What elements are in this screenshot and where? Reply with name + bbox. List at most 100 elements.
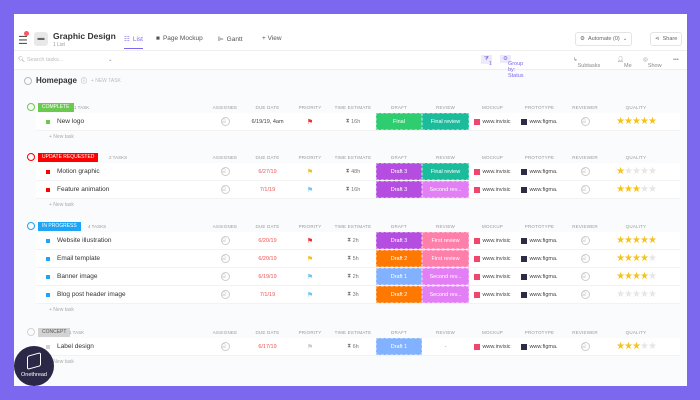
quality-rating[interactable]: ★ ★ ★ ★ ★ — [607, 338, 665, 355]
column-header[interactable]: DRAFT — [391, 329, 407, 335]
column-header[interactable]: REVIEW — [436, 154, 455, 160]
prototype-link[interactable]: www.figma. — [516, 163, 563, 180]
search-input[interactable]: Search tasks... — [27, 57, 64, 63]
draft-cell[interactable]: Draft 1 — [376, 268, 422, 285]
column-header[interactable]: REVIEWER — [572, 223, 598, 229]
star-icon[interactable]: ★ — [639, 166, 649, 177]
add-assignee-icon[interactable]: 👤︎ — [220, 236, 230, 245]
mockup-link[interactable]: www.invisic — [469, 338, 516, 355]
tab-list[interactable]: ☷ List — [124, 35, 143, 49]
column-header[interactable]: DUE DATE — [255, 154, 280, 160]
subtasks-button[interactable]: ↳ Subtasks — [573, 57, 601, 69]
assignee-cell[interactable]: 👤︎ — [205, 286, 245, 303]
star-icon[interactable]: ★ — [616, 166, 625, 177]
column-header[interactable]: TIME ESTIMATE — [334, 329, 372, 335]
filter-button[interactable]: ⧩ 1 — [481, 55, 492, 67]
column-header[interactable]: QUALITY — [625, 154, 647, 160]
star-icon[interactable]: ★ — [616, 341, 625, 352]
add-assignee-icon[interactable]: 👤︎ — [220, 254, 230, 263]
prototype-link[interactable]: www.figma. — [516, 268, 563, 285]
assignee-cell[interactable]: 👤︎ — [205, 232, 245, 249]
prototype-link[interactable]: www.figma. — [516, 232, 563, 249]
column-header[interactable]: TIME ESTIMATE — [334, 223, 372, 229]
star-icon[interactable]: ★ — [647, 341, 657, 352]
star-icon[interactable]: ★ — [632, 271, 641, 282]
tab-add-view[interactable]: + View — [262, 35, 282, 42]
column-header[interactable]: PRIORITY — [298, 154, 322, 160]
quality-rating[interactable]: ★ ★ ★ ★ ★ — [607, 250, 665, 267]
task-name[interactable]: New logo — [57, 118, 85, 125]
flag-icon[interactable]: ⚑ — [306, 168, 314, 176]
collapse-icon[interactable] — [27, 103, 35, 111]
star-icon[interactable]: ★ — [647, 184, 657, 195]
new-task-button[interactable]: + New task — [49, 359, 74, 365]
status-badge[interactable]: CONCEPT — [38, 327, 71, 337]
prototype-link[interactable]: www.figma. — [516, 286, 563, 303]
star-icon[interactable]: ★ — [616, 289, 625, 300]
quality-rating[interactable]: ★ ★ ★ ★ ★ — [607, 286, 665, 303]
column-header[interactable]: ASSIGNEE — [212, 223, 238, 229]
star-icon[interactable]: ★ — [639, 341, 649, 352]
column-header[interactable]: DRAFT — [391, 104, 407, 110]
task-row[interactable]: Label design 👤︎ 6/17/19 ⚑ ⧗ 6h Draft 1 -… — [36, 338, 680, 356]
quality-rating[interactable]: ★ ★ ★ ★ ★ — [607, 163, 665, 180]
star-icon[interactable]: ★ — [639, 253, 649, 264]
task-row[interactable]: Banner image 👤︎ 6/19/19 ⚑ ⧗ 2h Draft 1 S… — [36, 268, 680, 286]
add-reviewer-icon[interactable]: 👤︎ — [580, 236, 590, 245]
star-icon[interactable]: ★ — [616, 271, 625, 282]
task-name[interactable]: Motion graphic — [57, 168, 100, 175]
star-icon[interactable]: ★ — [639, 116, 649, 127]
due-date[interactable]: 7/1/19 — [259, 291, 276, 298]
time-estimate[interactable]: ⧗ 16h — [345, 186, 361, 193]
star-icon[interactable]: ★ — [647, 253, 657, 264]
star-icon[interactable]: ★ — [624, 235, 633, 246]
star-icon[interactable]: ★ — [632, 289, 641, 300]
time-estimate[interactable]: ⧗ 48h — [345, 168, 361, 175]
add-assignee-icon[interactable]: 👤︎ — [220, 272, 230, 281]
draft-cell[interactable]: Draft 3 — [376, 232, 422, 249]
column-header[interactable]: PROTOTYPE — [524, 223, 555, 229]
flag-icon[interactable]: ⚑ — [306, 237, 314, 245]
column-header[interactable]: DUE DATE — [255, 104, 280, 110]
star-icon[interactable]: ★ — [639, 271, 649, 282]
draft-cell[interactable]: Draft 1 — [376, 338, 422, 355]
mockup-link[interactable]: www.invisic — [469, 232, 516, 249]
time-estimate[interactable]: ⧗ 3h — [347, 291, 359, 298]
task-row[interactable]: New logo 👤︎ 6/19/19, 4am ⚑ ⧗ 16h Final F… — [36, 113, 680, 131]
assignee-cell[interactable]: 👤︎ — [205, 181, 245, 198]
review-cell[interactable]: Final review — [422, 113, 469, 130]
due-date[interactable]: 6/17/19 — [258, 343, 277, 350]
time-estimate[interactable]: ⧗ 6h — [347, 343, 359, 350]
star-icon[interactable]: ★ — [624, 289, 633, 300]
due-date[interactable]: 6/27/19 — [258, 168, 277, 175]
task-name[interactable]: Label design — [57, 343, 94, 350]
flag-icon[interactable]: ⚑ — [306, 291, 314, 299]
add-reviewer-icon[interactable]: 👤︎ — [580, 254, 590, 263]
assignee-cell[interactable]: 👤︎ — [205, 338, 245, 355]
new-task-button[interactable]: + New task — [49, 307, 74, 313]
chevron-down-icon[interactable]: ⌄ — [108, 57, 113, 63]
star-icon[interactable]: ★ — [632, 235, 641, 246]
quality-rating[interactable]: ★ ★ ★ ★ ★ — [607, 181, 665, 198]
reviewer-cell[interactable]: 👤︎ — [563, 181, 607, 198]
star-icon[interactable]: ★ — [647, 289, 657, 300]
column-header[interactable]: REVIEWER — [572, 104, 598, 110]
collapse-icon[interactable] — [27, 153, 35, 161]
collapse-icon[interactable] — [24, 76, 32, 85]
star-icon[interactable]: ★ — [639, 184, 649, 195]
tab-page-mockup[interactable]: ■ Page Mockup — [156, 35, 203, 42]
column-header[interactable]: MOCKUP — [482, 329, 503, 335]
share-button[interactable]: ⋖ Share — [650, 32, 683, 46]
assignee-cell[interactable]: 👤︎ — [205, 113, 245, 130]
add-reviewer-icon[interactable]: 👤︎ — [580, 272, 590, 281]
collapse-icon[interactable] — [27, 328, 35, 336]
draft-cell[interactable]: Final — [376, 113, 422, 130]
review-cell[interactable]: Second rev... — [422, 268, 469, 285]
star-icon[interactable]: ★ — [647, 271, 657, 282]
star-icon[interactable]: ★ — [624, 166, 633, 177]
star-icon[interactable]: ★ — [616, 235, 625, 246]
mockup-link[interactable]: www.invisic — [469, 286, 516, 303]
review-cell[interactable]: First review — [422, 250, 469, 267]
task-name[interactable]: Feature animation — [57, 186, 110, 193]
star-icon[interactable]: ★ — [616, 116, 625, 127]
